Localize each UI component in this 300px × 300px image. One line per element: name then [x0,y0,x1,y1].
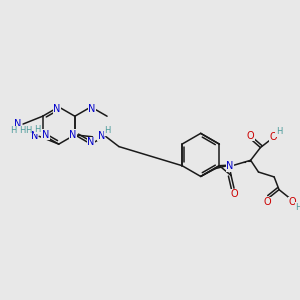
Text: N: N [226,161,234,171]
Text: H: H [34,125,40,134]
Text: N: N [31,131,38,141]
Text: O: O [269,132,277,142]
Text: H: H [25,126,32,135]
Text: O: O [263,197,271,207]
Text: H: H [19,126,25,135]
Text: N: N [42,130,49,140]
Text: H: H [276,128,282,136]
Text: N: N [69,130,76,140]
Text: N: N [53,104,61,114]
Text: H: H [104,126,110,135]
Text: O: O [230,189,238,199]
Text: O: O [289,197,297,207]
Text: N: N [98,131,105,141]
Text: N: N [14,119,22,129]
Text: N: N [88,104,96,114]
Text: H: H [296,203,300,212]
Text: H: H [10,126,16,135]
Text: N: N [87,137,94,147]
Text: O: O [247,131,254,141]
